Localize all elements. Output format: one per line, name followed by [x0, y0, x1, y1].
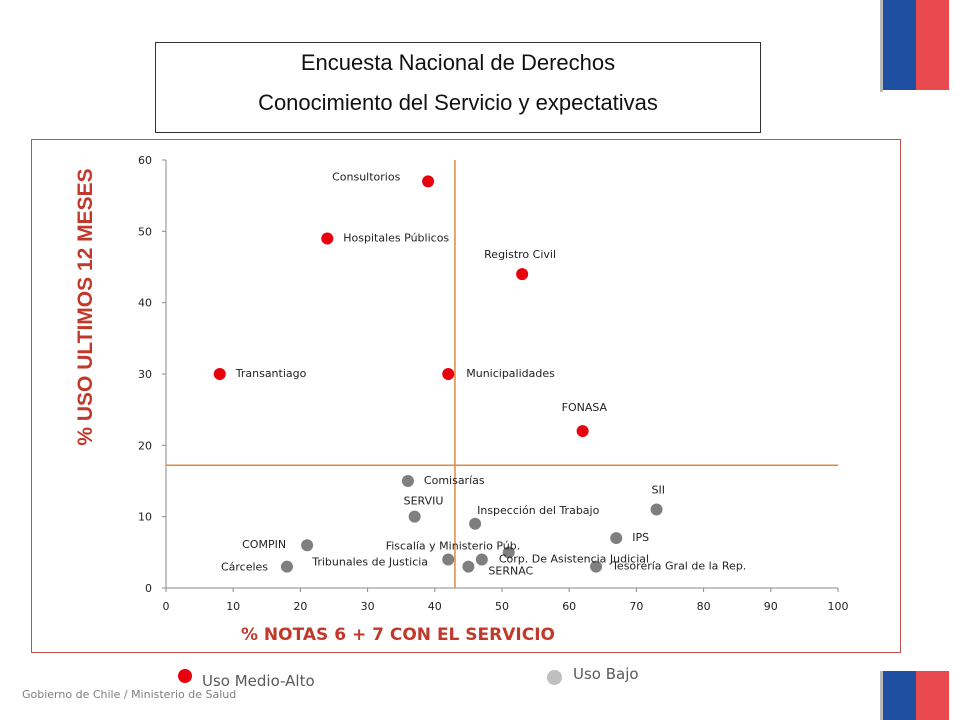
x-tick-label: 60 — [562, 600, 576, 613]
flag-red-stripe — [916, 671, 949, 720]
data-point-label: Transantiago — [235, 367, 307, 380]
legend-low-label: Uso Bajo — [573, 665, 639, 683]
data-point — [462, 560, 475, 573]
x-tick-label: 80 — [697, 600, 711, 613]
chile-flag-bottom — [883, 671, 949, 720]
axes-group: 0 10 20 30 40 50 60 70 80 90 100 0 10 20 30 40 50 60 — [138, 154, 849, 613]
y-tick-label: 0 — [145, 582, 152, 595]
flag-shadow-bottom — [880, 671, 883, 720]
data-point — [590, 560, 603, 573]
data-point — [408, 510, 421, 523]
data-point-label: SII — [652, 484, 665, 497]
x-tick-label: 10 — [226, 600, 240, 613]
data-point-label: Registro Civil — [484, 248, 556, 261]
x-tick-label: 70 — [629, 600, 643, 613]
x-tick-label: 90 — [764, 600, 778, 613]
y-tick-label: 30 — [138, 368, 152, 381]
point-labels-group: Consultorios Hospitales Públicos Registro … — [221, 170, 746, 577]
flag-blue-stripe — [883, 671, 916, 720]
x-tick-label: 100 — [828, 600, 849, 613]
flag-blue-stripe — [883, 0, 916, 90]
data-point-label: COMPIN — [242, 538, 286, 551]
x-axis-label: % NOTAS 6 + 7 CON EL SERVICIO — [241, 625, 555, 645]
x-tick-label: 50 — [495, 600, 509, 613]
y-tick-label: 20 — [138, 439, 152, 452]
y-tick-label: 40 — [138, 297, 152, 310]
data-point-label: Fiscalía y Ministerio Púb. — [386, 539, 521, 552]
x-tick-label: 30 — [361, 600, 375, 613]
data-point-label: Consultorios — [332, 170, 400, 183]
reference-lines-group — [166, 160, 838, 588]
legend-low-dot — [547, 670, 562, 685]
chile-flag-top — [883, 0, 949, 90]
data-point — [401, 475, 414, 487]
flag-shadow-top — [880, 0, 883, 92]
title-box: Encuesta Nacional de Derechos Conocimien… — [155, 42, 761, 133]
data-point — [576, 425, 589, 438]
data-point — [301, 539, 314, 552]
points-group — [213, 175, 663, 573]
data-point — [469, 517, 482, 530]
data-point-label: Municipalidades — [466, 367, 555, 380]
data-point — [610, 532, 623, 545]
data-point-label: FONASA — [562, 401, 608, 414]
footer-text: Gobierno de Chile / Ministerio de Salud — [22, 688, 237, 701]
data-point-label: SERVIU — [404, 495, 444, 508]
data-point — [422, 175, 435, 188]
legend-high-dot — [178, 669, 192, 683]
data-point — [502, 546, 515, 559]
page-title-line2: Conocimiento del Servicio y expectativas — [258, 90, 658, 115]
y-tick-label: 60 — [138, 154, 152, 167]
data-point-label: Tribunales de Justicia — [311, 555, 428, 568]
y-axis-label: % USO ULTIMOS 12 MESES — [74, 168, 97, 445]
data-point — [516, 268, 529, 281]
data-point — [280, 560, 293, 573]
data-point-label: SERNAC — [488, 565, 533, 578]
data-point — [475, 553, 488, 566]
data-point-label: Corp. De Asistencia Judicial — [499, 552, 649, 565]
data-point-label: Tesorería Gral de la Rep. — [611, 560, 746, 573]
x-tick-label: 40 — [428, 600, 442, 613]
data-point — [442, 553, 455, 566]
data-point — [213, 368, 226, 380]
data-point — [650, 503, 663, 516]
data-point — [321, 232, 334, 245]
y-tick-label: 10 — [138, 511, 152, 524]
data-point-label: Comisarías — [424, 474, 485, 487]
data-point-label: Inspección del Trabajo — [477, 504, 599, 517]
x-tick-label: 20 — [293, 600, 307, 613]
data-point-label: Hospitales Públicos — [343, 231, 449, 244]
legend-high-label: Uso Medio-Alto — [202, 672, 315, 690]
page-title-line1: Encuesta Nacional de Derechos — [300, 50, 616, 75]
data-point-label: IPS — [632, 531, 649, 544]
y-tick-label: 50 — [138, 225, 152, 238]
data-point — [442, 368, 455, 380]
x-tick-label: 0 — [163, 600, 170, 613]
flag-red-stripe — [916, 0, 949, 90]
data-point-label: Cárceles — [221, 561, 268, 574]
